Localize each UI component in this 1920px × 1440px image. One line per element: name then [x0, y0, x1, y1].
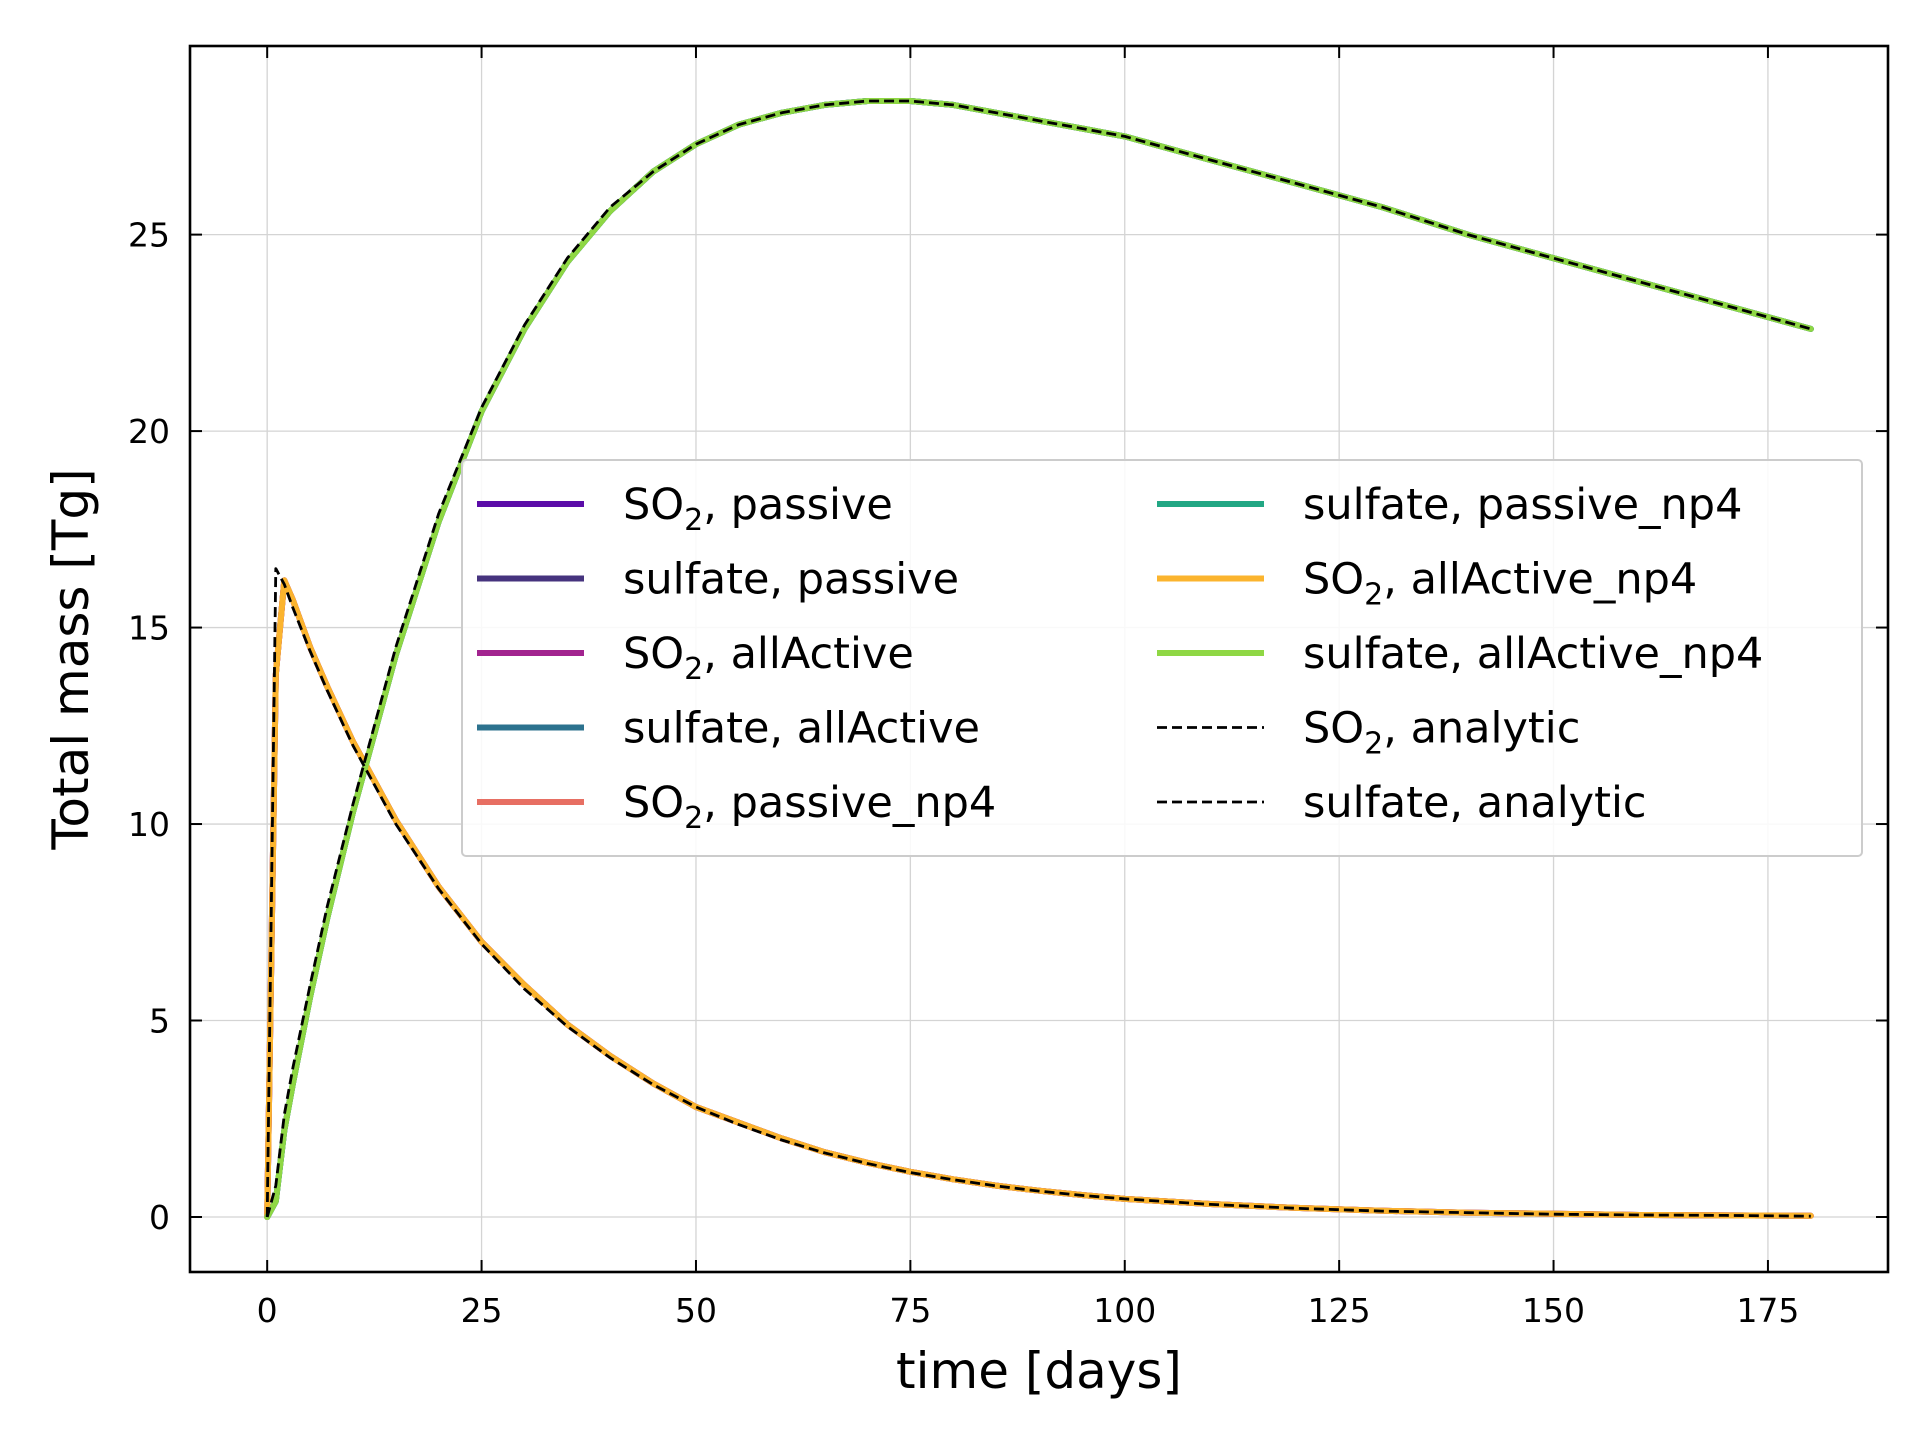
y-tick-label: 25: [128, 216, 170, 255]
x-tick-label: 50: [675, 1291, 717, 1330]
legend-label-3: sulfate, allActive: [623, 704, 980, 754]
legend-label-9: sulfate, analytic: [1303, 778, 1647, 828]
legend-label-2: SO2, allActive: [623, 629, 914, 687]
y-tick-label: 0: [149, 1198, 170, 1237]
legend-label-suffix: , analytic: [1383, 704, 1580, 754]
legend-label-8: SO2, analytic: [1303, 704, 1580, 762]
x-axis-label: time [days]: [896, 1342, 1182, 1400]
x-tick-label: 150: [1522, 1291, 1585, 1330]
legend-label-7: sulfate, allActive_np4: [1303, 629, 1763, 679]
x-tick-label: 125: [1308, 1291, 1371, 1330]
plot-frame: [188, 44, 1890, 1274]
legend-box: [461, 459, 1863, 857]
legend-label-main: SO: [623, 778, 684, 828]
legend-label-main: SO: [1303, 704, 1364, 754]
x-tick-label: 100: [1093, 1291, 1156, 1330]
axis-ticks: 0 25 50 75 100 125 150 175 0 5 10 15 20 25: [128, 46, 1888, 1330]
legend-label-suffix: , passive_np4: [703, 778, 996, 828]
legend-label-subscript: 2: [684, 801, 703, 836]
y-tick-label: 20: [128, 412, 170, 451]
legend-label-suffix: , passive: [703, 480, 893, 530]
legend-label-main: sulfate, passive_np4: [1303, 480, 1742, 530]
legend-label-main: SO: [623, 480, 684, 530]
x-tick-label: 0: [257, 1291, 278, 1330]
legend-label-main: sulfate, allActive_np4: [1303, 629, 1763, 679]
y-axis-label: Total mass [Tg]: [42, 468, 100, 850]
x-tick-label: 25: [461, 1291, 503, 1330]
legend-label-main: sulfate, analytic: [1303, 778, 1647, 828]
legend-label-subscript: 2: [1364, 578, 1383, 613]
legend-label-main: sulfate, allActive: [623, 704, 980, 754]
legend-label-6: SO2, allActive_np4: [1303, 555, 1697, 613]
legend-label-4: SO2, passive_np4: [623, 778, 996, 836]
legend-label-subscript: 2: [1364, 727, 1383, 762]
y-tick-label: 10: [128, 805, 170, 844]
series-line-9: [265, 99, 1812, 1218]
y-tick-label: 5: [149, 1002, 170, 1041]
legend-label-main: SO: [1303, 555, 1364, 605]
legend-label-5: sulfate, passive_np4: [1303, 480, 1742, 530]
legend-label-subscript: 2: [684, 652, 703, 687]
legend-label-suffix: , allActive: [703, 629, 914, 679]
x-tick-label: 75: [889, 1291, 931, 1330]
series-lines: [264, 98, 1814, 1220]
y-tick-label: 15: [128, 609, 170, 648]
x-tick-label: 175: [1736, 1291, 1799, 1330]
legend-label-1: sulfate, passive: [623, 555, 959, 605]
legend-label-0: SO2, passive: [623, 480, 893, 538]
series-line-8: [265, 567, 1811, 1218]
legend-label-suffix: , allActive_np4: [1383, 555, 1697, 605]
legend-label-subscript: 2: [684, 503, 703, 538]
legend-label-main: SO: [623, 629, 684, 679]
legend-label-main: sulfate, passive: [623, 555, 959, 605]
